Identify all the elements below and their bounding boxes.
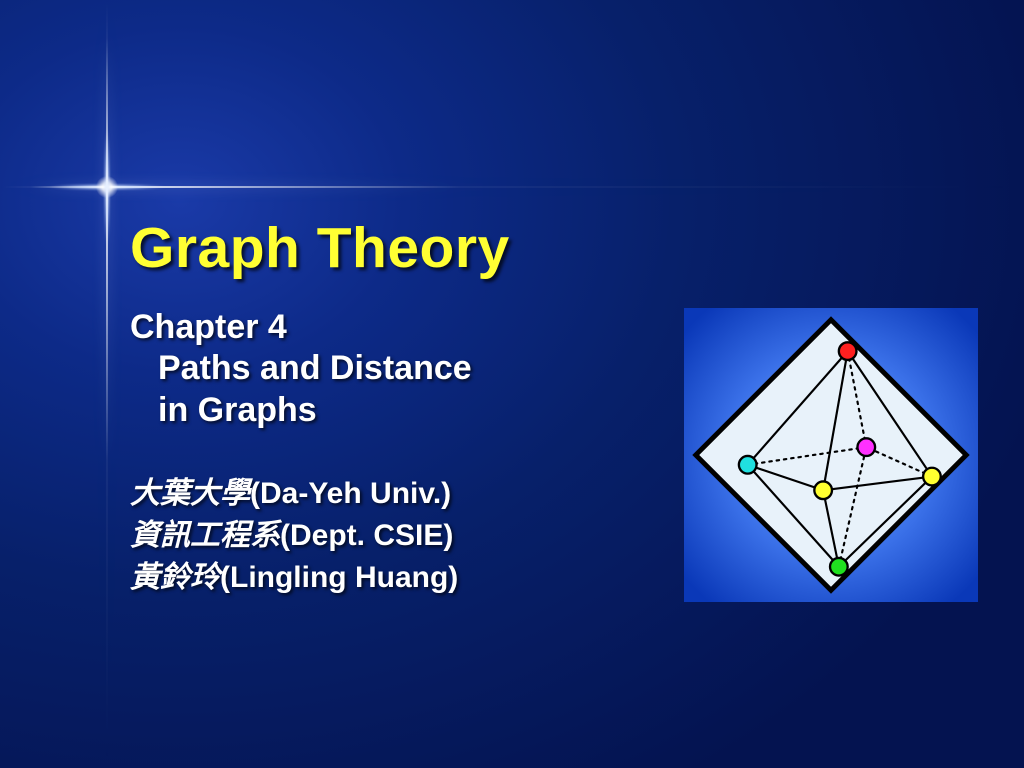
affil-3-latin: (Lingling Huang): [220, 561, 458, 594]
node-back: [857, 438, 875, 456]
node-bottom: [830, 558, 848, 576]
slide-title: Graph Theory: [130, 215, 984, 281]
subtitle-line-3: in Graphs: [130, 390, 640, 431]
affil-3-cjk: 黃鈴玲: [130, 561, 220, 594]
node-front: [814, 481, 832, 499]
subtitle-line-2: Paths and Distance: [130, 348, 640, 389]
node-right: [923, 468, 941, 486]
octahedron-graph-figure: [684, 308, 978, 602]
affil-1-latin: (Da-Yeh Univ.): [250, 477, 451, 510]
divider-horizontal: [0, 186, 1024, 188]
divider-vertical: [106, 0, 108, 768]
graph-svg: [684, 308, 978, 602]
subtitle-line-1: Chapter 4: [130, 308, 287, 346]
affil-1-cjk: 大葉大學: [130, 477, 250, 510]
affil-2-cjk: 資訊工程系: [130, 519, 280, 552]
affil-2-latin: (Dept. CSIE): [280, 519, 453, 552]
slide-subtitle: Chapter 4 Paths and Distance in Graphs: [130, 307, 640, 431]
node-left: [739, 456, 757, 474]
node-top: [839, 342, 857, 360]
